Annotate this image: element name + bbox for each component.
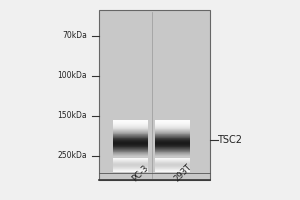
- Bar: [113, 134, 148, 135]
- Bar: [155, 136, 190, 137]
- Bar: [155, 127, 190, 128]
- Bar: [155, 121, 190, 122]
- Bar: [113, 154, 148, 155]
- Bar: [113, 148, 148, 149]
- Bar: [113, 155, 148, 156]
- Bar: [155, 143, 190, 144]
- Bar: [113, 147, 148, 148]
- Bar: [113, 139, 148, 140]
- Bar: [155, 147, 190, 148]
- Bar: [155, 122, 190, 123]
- Bar: [113, 150, 148, 151]
- Bar: [113, 140, 148, 141]
- Bar: [155, 146, 190, 147]
- Bar: [155, 145, 190, 146]
- Bar: [155, 139, 190, 140]
- Bar: [155, 133, 190, 134]
- Text: 250kDa: 250kDa: [57, 152, 87, 160]
- Bar: [155, 154, 190, 155]
- Bar: [155, 125, 190, 126]
- Bar: [113, 145, 148, 146]
- Bar: [113, 138, 148, 139]
- Bar: [155, 131, 190, 132]
- Bar: [155, 152, 190, 153]
- Bar: [155, 144, 190, 145]
- Text: TSC2: TSC2: [218, 135, 242, 145]
- Bar: [113, 132, 148, 133]
- Bar: [113, 152, 148, 153]
- Bar: [113, 125, 148, 126]
- Bar: [113, 136, 148, 137]
- Text: 150kDa: 150kDa: [57, 112, 87, 120]
- Bar: [113, 144, 148, 145]
- Bar: [113, 122, 148, 123]
- Bar: [113, 127, 148, 128]
- Bar: [155, 130, 190, 131]
- Text: PC-3: PC-3: [130, 163, 151, 183]
- Bar: [113, 141, 148, 142]
- Bar: [155, 138, 190, 139]
- Bar: [113, 143, 148, 144]
- Bar: [113, 133, 148, 134]
- Bar: [113, 130, 148, 131]
- Bar: [155, 123, 190, 124]
- Bar: [155, 150, 190, 151]
- Bar: [155, 120, 190, 121]
- Bar: [113, 128, 148, 129]
- Bar: [155, 134, 190, 135]
- Bar: [155, 148, 190, 149]
- Bar: [99, 10, 210, 180]
- Bar: [113, 129, 148, 130]
- Bar: [113, 135, 148, 136]
- Bar: [113, 149, 148, 150]
- Bar: [155, 128, 190, 129]
- Bar: [113, 121, 148, 122]
- Bar: [113, 142, 148, 143]
- Bar: [155, 129, 190, 130]
- Bar: [113, 153, 148, 154]
- Bar: [155, 126, 190, 127]
- Bar: [113, 151, 148, 152]
- Text: 100kDa: 100kDa: [57, 72, 87, 80]
- Bar: [113, 120, 148, 121]
- Bar: [155, 151, 190, 152]
- Bar: [155, 135, 190, 136]
- Bar: [113, 146, 148, 147]
- Bar: [113, 131, 148, 132]
- Bar: [155, 124, 190, 125]
- Bar: [113, 126, 148, 127]
- Bar: [155, 141, 190, 142]
- Bar: [113, 124, 148, 125]
- Text: 70kDa: 70kDa: [62, 31, 87, 40]
- Bar: [155, 153, 190, 154]
- Bar: [155, 132, 190, 133]
- Text: 293T: 293T: [172, 162, 194, 183]
- Bar: [155, 140, 190, 141]
- Bar: [113, 123, 148, 124]
- Bar: [155, 142, 190, 143]
- Bar: [155, 149, 190, 150]
- Bar: [155, 155, 190, 156]
- Bar: [155, 137, 190, 138]
- Bar: [113, 137, 148, 138]
